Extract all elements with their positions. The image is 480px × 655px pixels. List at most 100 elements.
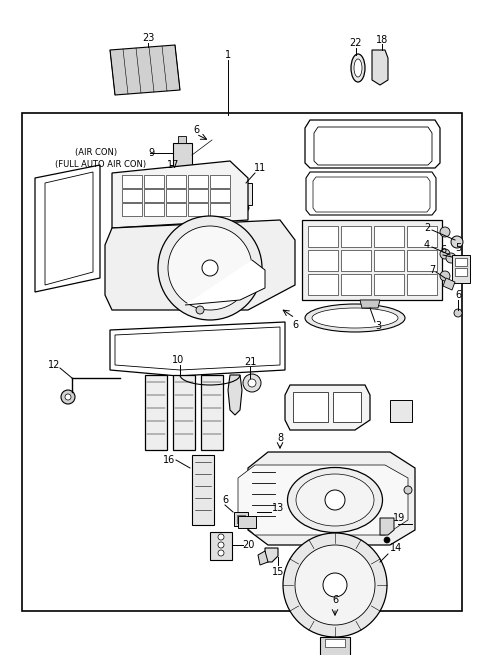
Text: 9: 9 xyxy=(148,148,154,158)
Text: 6: 6 xyxy=(222,495,228,505)
Text: 10: 10 xyxy=(172,355,184,365)
Text: (FULL AUTO AIR CON): (FULL AUTO AIR CON) xyxy=(55,160,146,170)
Text: 6: 6 xyxy=(455,290,461,300)
Polygon shape xyxy=(145,375,167,450)
Circle shape xyxy=(440,227,450,237)
Ellipse shape xyxy=(305,304,405,332)
Bar xyxy=(238,516,256,528)
Bar xyxy=(144,189,164,202)
Circle shape xyxy=(446,253,456,263)
Bar xyxy=(166,175,186,188)
Text: 6: 6 xyxy=(292,320,298,330)
Circle shape xyxy=(202,260,218,276)
Ellipse shape xyxy=(288,468,383,533)
Polygon shape xyxy=(35,165,100,292)
Bar xyxy=(333,392,361,422)
Polygon shape xyxy=(201,375,223,450)
Polygon shape xyxy=(314,127,432,165)
Circle shape xyxy=(243,374,261,392)
Text: 12: 12 xyxy=(48,360,60,370)
Bar xyxy=(188,203,208,216)
Bar xyxy=(166,203,186,216)
Bar xyxy=(144,203,164,216)
Bar xyxy=(407,226,437,247)
Text: 21: 21 xyxy=(244,357,256,367)
Circle shape xyxy=(168,226,252,310)
Bar xyxy=(210,532,232,560)
Circle shape xyxy=(196,306,204,314)
Bar xyxy=(188,189,208,202)
Bar xyxy=(22,113,462,611)
Text: 14: 14 xyxy=(390,543,402,553)
Bar xyxy=(178,136,186,143)
Bar xyxy=(455,268,467,276)
Bar xyxy=(407,274,437,295)
Text: 2: 2 xyxy=(424,223,430,233)
Circle shape xyxy=(451,236,463,248)
Text: 17: 17 xyxy=(167,160,180,170)
Circle shape xyxy=(440,271,450,281)
Text: 4: 4 xyxy=(424,240,430,250)
Bar xyxy=(210,189,230,202)
Text: 5: 5 xyxy=(455,243,461,253)
Polygon shape xyxy=(105,220,295,310)
Text: 8: 8 xyxy=(277,433,283,443)
Circle shape xyxy=(158,216,262,320)
Text: 20: 20 xyxy=(242,540,254,550)
Bar xyxy=(455,258,467,266)
Polygon shape xyxy=(305,120,440,168)
Polygon shape xyxy=(185,260,265,305)
Text: 18: 18 xyxy=(376,35,388,45)
Polygon shape xyxy=(258,551,268,565)
Text: 6: 6 xyxy=(332,595,338,605)
Circle shape xyxy=(325,490,345,510)
Bar xyxy=(374,226,404,247)
Bar xyxy=(308,250,338,271)
Bar xyxy=(407,250,437,271)
Bar xyxy=(302,220,442,300)
Polygon shape xyxy=(110,45,180,95)
Polygon shape xyxy=(265,548,278,562)
Text: 6: 6 xyxy=(440,245,446,255)
Text: 13: 13 xyxy=(272,503,284,513)
Polygon shape xyxy=(173,143,192,172)
Text: 3: 3 xyxy=(375,321,381,331)
Bar xyxy=(390,400,412,422)
Bar xyxy=(374,250,404,271)
Bar xyxy=(122,175,142,188)
Circle shape xyxy=(61,390,75,404)
Circle shape xyxy=(404,486,412,494)
Circle shape xyxy=(218,550,224,556)
Text: 19: 19 xyxy=(393,513,405,523)
Text: 23: 23 xyxy=(142,33,154,43)
Polygon shape xyxy=(45,172,93,285)
Bar xyxy=(144,175,164,188)
Polygon shape xyxy=(238,465,408,535)
Text: 22: 22 xyxy=(350,38,362,48)
Circle shape xyxy=(384,537,390,543)
Polygon shape xyxy=(380,518,394,535)
Circle shape xyxy=(218,542,224,548)
Bar xyxy=(240,183,252,205)
Bar xyxy=(166,189,186,202)
Bar xyxy=(237,515,245,523)
Text: (AIR CON): (AIR CON) xyxy=(75,149,117,157)
Ellipse shape xyxy=(312,308,398,328)
Text: 7: 7 xyxy=(429,265,435,275)
Polygon shape xyxy=(306,172,436,215)
Polygon shape xyxy=(228,375,242,415)
Polygon shape xyxy=(112,161,248,228)
Polygon shape xyxy=(285,385,370,430)
Bar xyxy=(341,226,371,247)
Text: 1: 1 xyxy=(225,50,231,60)
Bar xyxy=(122,203,142,216)
Circle shape xyxy=(295,545,375,625)
Circle shape xyxy=(283,533,387,637)
Circle shape xyxy=(454,309,462,317)
Bar xyxy=(188,175,208,188)
Bar xyxy=(341,274,371,295)
Polygon shape xyxy=(372,50,388,85)
Polygon shape xyxy=(443,278,455,290)
Bar xyxy=(210,203,230,216)
Text: 16: 16 xyxy=(163,455,175,465)
